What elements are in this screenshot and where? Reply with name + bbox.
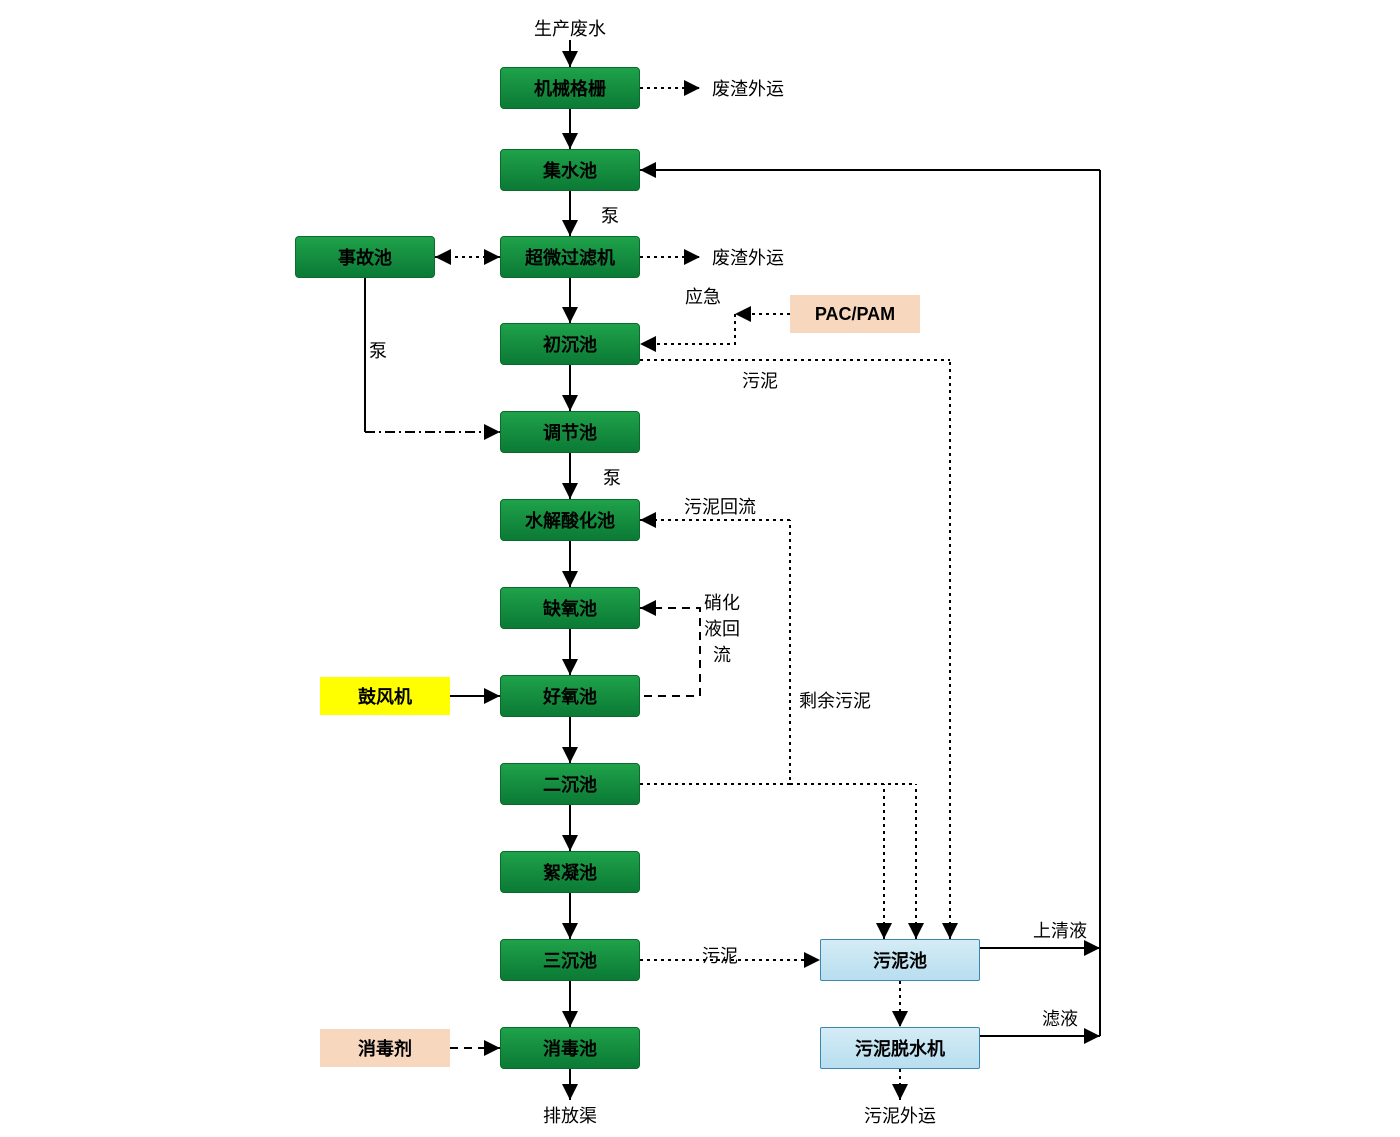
node-label: 超微过滤机 — [525, 244, 615, 270]
node-n3: 超微过滤机 — [500, 236, 640, 278]
node-p_disinf: 消毒剂 — [320, 1029, 450, 1067]
node-label: PAC/PAM — [815, 304, 895, 325]
node-label: 三沉池 — [543, 947, 597, 973]
node-n8: 好氧池 — [500, 675, 640, 717]
node-n10: 絮凝池 — [500, 851, 640, 893]
node-n_acc: 事故池 — [295, 236, 435, 278]
node-label: 消毒池 — [543, 1035, 597, 1061]
node-label: 事故池 — [338, 244, 392, 270]
node-label: 絮凝池 — [543, 859, 597, 885]
edge — [640, 314, 735, 344]
node-label: 二沉池 — [543, 771, 597, 797]
flowchart-canvas: 生产废水机械格栅废渣外运集水池泵事故池超微过滤机废渣外运应急PAC/PAM泵初沉… — [0, 0, 1400, 1137]
node-t_pump1: 泵 — [601, 202, 619, 228]
node-label: 缺氧池 — [543, 595, 597, 621]
node-b1: 污泥池 — [820, 939, 980, 981]
node-n4: 初沉池 — [500, 323, 640, 365]
edge — [640, 608, 700, 696]
node-t_pump2: 泵 — [603, 464, 621, 490]
node-p_pac: PAC/PAM — [790, 295, 920, 333]
node-label: 调节池 — [543, 419, 597, 445]
node-t_yj: 应急 — [685, 283, 721, 309]
node-t_top: 生产废水 — [534, 15, 606, 41]
node-p_blow: 鼓风机 — [320, 677, 450, 715]
node-t_waste1: 废渣外运 — [712, 75, 784, 101]
node-t_wnhl: 污泥回流 — [684, 493, 756, 519]
node-label: 污泥脱水机 — [855, 1035, 945, 1061]
node-t_xhhl: 硝化 液回 流 — [704, 589, 740, 667]
node-n2: 集水池 — [500, 149, 640, 191]
node-b2: 污泥脱水机 — [820, 1027, 980, 1069]
node-n5: 调节池 — [500, 411, 640, 453]
node-label: 鼓风机 — [358, 683, 412, 709]
node-t_waste2: 废渣外运 — [712, 244, 784, 270]
edges-layer — [0, 0, 1400, 1137]
node-label: 机械格栅 — [534, 75, 606, 101]
node-n12: 消毒池 — [500, 1027, 640, 1069]
node-label: 污泥池 — [873, 947, 927, 973]
node-label: 消毒剂 — [358, 1035, 412, 1061]
node-n1: 机械格栅 — [500, 67, 640, 109]
node-t_ly: 滤液 — [1042, 1005, 1078, 1031]
node-label: 好氧池 — [543, 683, 597, 709]
node-t_wn1: 污泥 — [742, 367, 778, 393]
node-label: 水解酸化池 — [525, 507, 615, 533]
node-t_pfq: 排放渠 — [543, 1102, 597, 1128]
node-t_wnwy: 污泥外运 — [864, 1102, 936, 1128]
node-t_sywn: 剩余污泥 — [799, 687, 871, 713]
node-t_pump_acc: 泵 — [369, 337, 387, 363]
node-n9: 二沉池 — [500, 763, 640, 805]
node-t_wn2: 污泥 — [702, 942, 738, 968]
node-t_sqy: 上清液 — [1033, 917, 1087, 943]
node-n6: 水解酸化池 — [500, 499, 640, 541]
node-n11: 三沉池 — [500, 939, 640, 981]
node-n7: 缺氧池 — [500, 587, 640, 629]
node-label: 初沉池 — [543, 331, 597, 357]
node-label: 集水池 — [543, 157, 597, 183]
